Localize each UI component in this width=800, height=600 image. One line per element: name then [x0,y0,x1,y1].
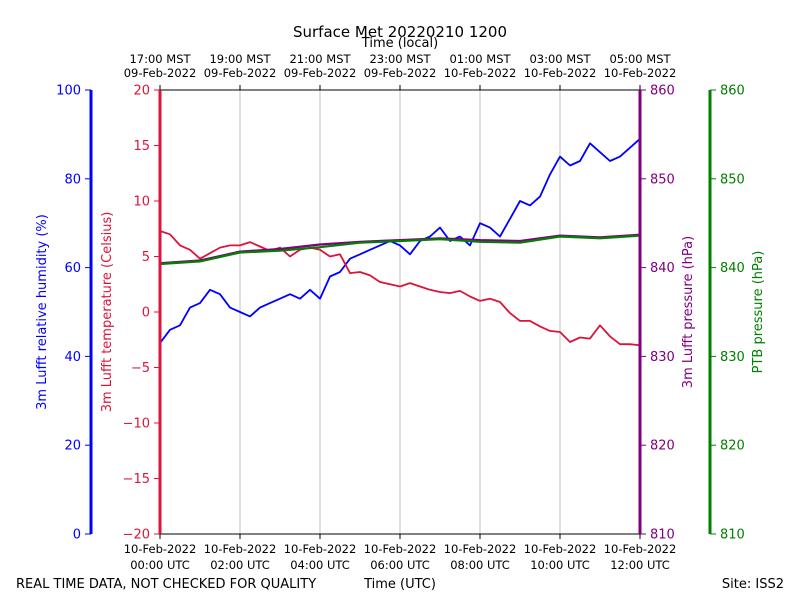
y-tick-label-ptb: 850 [720,172,745,187]
x-ticks: 10-Feb-2022 00:00 UTC 10-Feb-2022 02:00 UTC… [124,52,677,572]
x-tick-label-utc-date: 10-Feb-2022 [364,542,437,556]
x-tick-label-local-date: 10-Feb-2022 [604,66,677,80]
y-tick-label-ptb: 810 [720,528,745,543]
x-tick-label-utc-time: 04:00 UTC [290,558,350,572]
series-layer [159,138,641,347]
x-tick-label-local-time: 03:00 MST [529,52,591,66]
x-tick-label-utc-date: 10-Feb-2022 [444,542,517,556]
x-tick-label-utc-date: 10-Feb-2022 [604,542,677,556]
y-axis-label-rh: 3m Lufft relative humidity (%) [35,214,50,410]
y-tick-label-ptb: 860 [720,84,745,99]
y-tick-label-lp: 860 [650,84,675,99]
x-tick-label-utc-time: 00:00 UTC [130,558,190,572]
y-tick-label-lp: 810 [650,528,675,543]
x-tick-label-utc-time: 12:00 UTC [610,558,670,572]
y-tick-label-rh: 0 [73,528,81,543]
x-tick-label-local-date: 09-Feb-2022 [364,66,437,80]
x-tick-label-local-date: 09-Feb-2022 [284,66,357,80]
x-tick-label-utc-time: 10:00 UTC [530,558,590,572]
x-tick-label-utc-date: 10-Feb-2022 [124,542,197,556]
y-tick-label-lp: 830 [650,350,675,365]
x-tick-label-utc-time: 06:00 UTC [370,558,430,572]
x-tick-label-local-time: 01:00 MST [449,52,511,66]
x-tick-label-local-time: 19:00 MST [209,52,271,66]
y-tick-label-temp: 15 [133,139,150,154]
x-tick-label-local-date: 10-Feb-2022 [444,66,517,80]
x-tick-label-utc-date: 10-Feb-2022 [524,542,597,556]
y-tick-label-ptb: 820 [720,439,745,454]
y-tick-label-temp: −15 [123,472,150,487]
y-tick-label-temp: 10 [133,195,150,210]
footer-site: Site: ISS2 [722,577,784,592]
x-tick-label-local-time: 17:00 MST [129,52,191,66]
series-line-temp [159,230,641,347]
x-tick-label-local-date: 09-Feb-2022 [204,66,277,80]
y-tick-label-rh: 100 [56,84,81,99]
y-tick-label-temp: −5 [131,361,150,376]
y-axis-label-temp: 3m Lufft temperature (Celsius) [100,212,115,413]
x-tick-label-utc-date: 10-Feb-2022 [204,542,277,556]
y-axis-label-ptb: PTB pressure (hPa) [751,251,766,374]
y-tick-label-temp: 20 [133,84,150,99]
x-tick-label-utc-time: 08:00 UTC [450,558,510,572]
footer-quality-note: REAL TIME DATA, NOT CHECKED FOR QUALITY [16,577,316,592]
y-tick-label-rh: 40 [64,350,81,365]
x-tick-label-local-time: 23:00 MST [369,52,431,66]
x-axis-title: Time (UTC) [363,577,436,592]
y-tick-label-temp: 0 [142,306,150,321]
y-tick-label-ptb: 840 [720,261,745,276]
y-tick-label-lp: 840 [650,261,675,276]
x-gridlines [239,90,561,534]
y-tick-label-temp: 5 [142,250,150,265]
x-tick-label-local-date: 10-Feb-2022 [524,66,597,80]
y-axis-label-lp: 3m Lufft pressure (hPa) [681,236,696,388]
top-axis-title: Time (local) [361,36,438,51]
x-tick-label-utc-date: 10-Feb-2022 [284,542,357,556]
y-tick-label-lp: 850 [650,172,675,187]
x-tick-label-local-date: 09-Feb-2022 [124,66,197,80]
y-tick-label-temp: −10 [123,417,150,432]
x-tick-label-utc-time: 02:00 UTC [210,558,270,572]
y-tick-label-temp: −20 [123,528,150,543]
y-tick-label-rh: 80 [64,172,81,187]
y-tick-label-lp: 820 [650,439,675,454]
y-tick-label-ptb: 830 [720,350,745,365]
series-line-rh [159,138,641,344]
x-tick-label-local-time: 05:00 MST [609,52,671,66]
y-tick-label-rh: 20 [64,439,81,454]
y-tick-label-rh: 60 [64,261,81,276]
series-line-ptb [159,234,641,266]
chart-title: Surface Met 20220210 1200 [293,23,507,41]
x-tick-label-local-time: 21:00 MST [289,52,351,66]
